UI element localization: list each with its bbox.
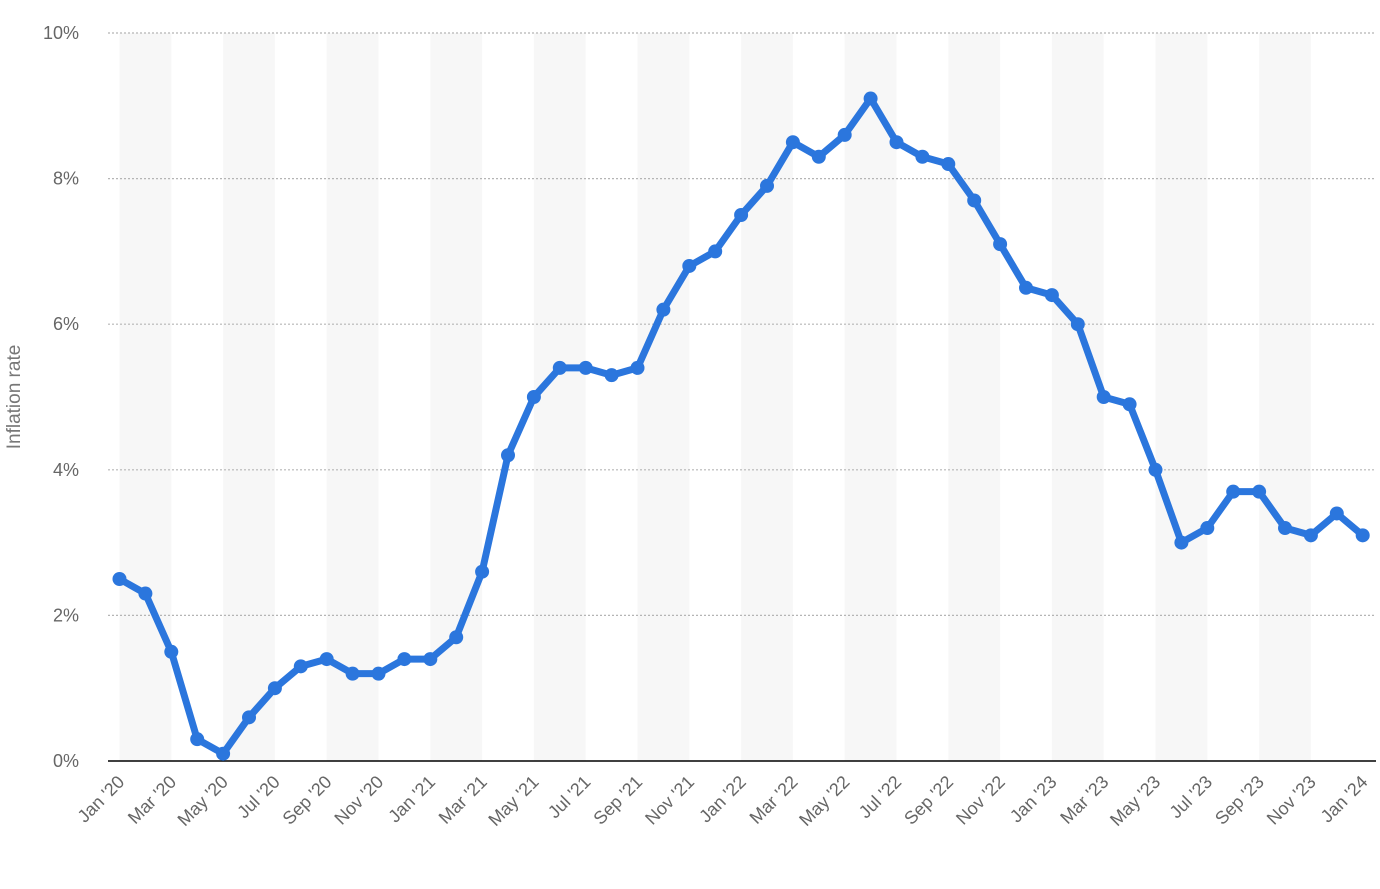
background-band <box>844 33 897 761</box>
data-point[interactable] <box>138 586 153 601</box>
data-point[interactable] <box>708 244 723 259</box>
data-point[interactable] <box>1278 521 1292 536</box>
x-tick-label: May '22 <box>795 772 853 830</box>
data-point[interactable] <box>941 157 956 172</box>
data-point[interactable] <box>216 746 231 761</box>
data-point[interactable] <box>1200 521 1215 536</box>
data-point[interactable] <box>526 390 541 404</box>
x-tick-label: Nov '22 <box>952 772 1009 829</box>
x-tick-label: Nov '20 <box>330 772 387 829</box>
background-band <box>1051 33 1104 761</box>
y-axis-label: Inflation rate <box>4 345 25 450</box>
data-point[interactable] <box>967 193 982 208</box>
x-tick-label: Mar '23 <box>1056 772 1112 828</box>
x-tick-label: Nov '23 <box>1263 772 1320 829</box>
background-band <box>326 33 379 761</box>
data-point[interactable] <box>552 360 567 375</box>
background-band <box>223 33 275 761</box>
x-tick-label: Jan '20 <box>74 772 129 827</box>
x-tick-label: Mar '21 <box>435 772 491 828</box>
background-band <box>533 33 586 761</box>
background-band <box>1259 33 1311 761</box>
x-tick-label: May '21 <box>484 772 542 830</box>
y-tick-label: 10% <box>43 23 79 43</box>
data-point[interactable] <box>1019 280 1033 295</box>
x-tick-label: Jul '23 <box>1166 772 1217 823</box>
background-band <box>741 33 793 761</box>
data-point[interactable] <box>267 681 282 696</box>
data-point[interactable] <box>1122 397 1137 412</box>
data-point[interactable] <box>319 652 334 667</box>
data-point[interactable] <box>785 135 800 150</box>
data-point[interactable] <box>1174 535 1189 550</box>
data-point[interactable] <box>1044 288 1059 303</box>
data-point[interactable] <box>811 149 826 164</box>
data-point[interactable] <box>578 360 593 375</box>
y-tick-label: 6% <box>53 314 79 334</box>
data-point[interactable] <box>604 368 619 383</box>
y-tick-label: 2% <box>53 605 79 625</box>
data-point[interactable] <box>760 178 774 193</box>
x-tick-label: Sep '23 <box>1211 772 1268 829</box>
y-gridlines <box>108 32 1376 617</box>
series-points <box>112 91 1370 761</box>
x-tick-label: Jul '22 <box>855 772 906 823</box>
data-point[interactable] <box>293 659 308 674</box>
alternating-bands <box>119 33 1311 761</box>
data-point[interactable] <box>682 258 697 273</box>
x-tick-label: May '20 <box>174 772 232 830</box>
data-point[interactable] <box>656 302 671 317</box>
x-tick-label: Sep '21 <box>589 772 646 829</box>
background-band <box>948 33 1001 761</box>
data-point[interactable] <box>993 237 1008 252</box>
y-tick-labels: 0% 2% 4% 6% 8% 10% <box>43 23 79 771</box>
data-point[interactable] <box>837 127 852 142</box>
data-point[interactable] <box>1303 528 1318 543</box>
x-tick-label: Nov '21 <box>641 772 698 829</box>
x-tick-label: May '23 <box>1106 772 1164 830</box>
x-tick-label: Jan '22 <box>695 772 750 827</box>
data-point[interactable] <box>630 360 645 375</box>
data-point[interactable] <box>1252 484 1267 499</box>
background-band <box>119 33 172 761</box>
y-tick-label: 4% <box>53 460 79 480</box>
x-tick-label: Jan '23 <box>1006 772 1061 827</box>
x-tick-label: Mar '20 <box>124 772 180 828</box>
data-point[interactable] <box>915 149 930 164</box>
data-point[interactable] <box>475 564 490 579</box>
data-point[interactable] <box>397 652 412 667</box>
x-tick-label: Jul '20 <box>233 772 284 823</box>
background-band <box>1155 33 1208 761</box>
data-point[interactable] <box>734 208 749 222</box>
data-point[interactable] <box>1355 528 1370 543</box>
x-tick-label: Mar '22 <box>746 772 802 828</box>
background-band <box>637 33 690 761</box>
data-point[interactable] <box>1096 390 1111 404</box>
data-point[interactable] <box>501 448 515 463</box>
data-point[interactable] <box>242 710 256 725</box>
x-tick-label: Sep '22 <box>900 772 957 829</box>
data-point[interactable] <box>449 630 464 645</box>
data-point[interactable] <box>1329 506 1344 521</box>
y-tick-label: 8% <box>53 169 79 189</box>
data-point[interactable] <box>345 666 360 681</box>
data-point[interactable] <box>371 666 386 681</box>
y-tick-label: 0% <box>53 751 79 771</box>
data-point[interactable] <box>112 572 127 586</box>
data-point[interactable] <box>863 91 878 106</box>
data-point[interactable] <box>164 644 179 659</box>
x-tick-label: Sep '20 <box>279 772 336 829</box>
x-tick-label: Jul '21 <box>544 772 595 823</box>
data-point[interactable] <box>889 135 904 150</box>
data-point[interactable] <box>1070 317 1085 332</box>
data-point[interactable] <box>190 732 205 747</box>
x-tick-label: Jan '24 <box>1317 772 1372 827</box>
x-tick-label: Jan '21 <box>384 772 439 827</box>
data-point[interactable] <box>423 652 438 667</box>
data-point[interactable] <box>1148 462 1163 477</box>
data-point[interactable] <box>1226 484 1241 499</box>
